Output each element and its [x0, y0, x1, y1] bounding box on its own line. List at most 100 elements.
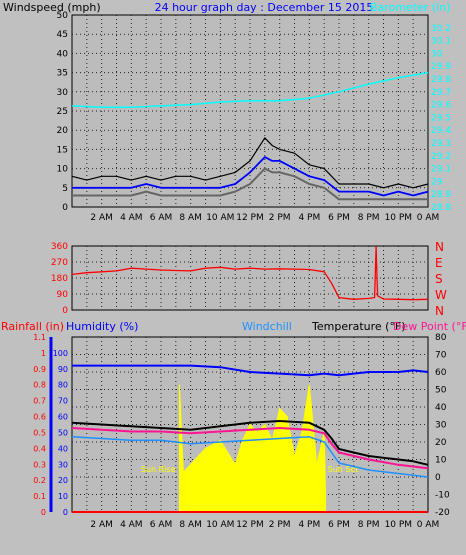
windchill-series	[71, 436, 429, 478]
humidity-tick-label: 10	[58, 492, 68, 501]
temperature-tick-label: 40	[435, 403, 447, 413]
barometer-tick-label: 29.3	[431, 139, 451, 149]
humidity-tick-label: 60	[58, 413, 68, 422]
windspeed-tick-label: 45	[57, 30, 68, 40]
barometer-series	[71, 71, 429, 108]
barometer-tick-label: 29.5	[431, 113, 451, 123]
time-tick-label: 0 AM	[417, 213, 440, 223]
barometer-tick-label: 29.1	[431, 165, 451, 175]
rainfall-axis-label: Rainfall (in)	[1, 320, 64, 333]
time-tick-label: 2 PM	[269, 520, 291, 530]
time-tick-label: 10 PM	[385, 213, 413, 223]
barometer-tick-label: 29.4	[431, 126, 451, 136]
rainfall-tick-label: 0.4	[33, 444, 46, 453]
direction-tick-label: 180	[51, 274, 68, 284]
windspeed-tick-label: 30	[57, 88, 69, 98]
time-tick-label: 8 PM	[358, 213, 380, 223]
windspeed-tick-label: 0	[62, 203, 68, 213]
humidity-tick-label: 40	[58, 444, 68, 453]
sunset-label: Sun Set	[328, 465, 359, 474]
humidity-tick-label: 90	[58, 365, 68, 374]
rainfall-tick-label: 0.6	[33, 413, 46, 422]
time-tick-label: 6 AM	[150, 520, 173, 530]
wind-barometer-panel: 0 5 10 15 20 25 30 35 40 45 50 28.8 28.9 29 29.1 29.2 29…	[57, 11, 452, 223]
dewpoint-series	[71, 427, 429, 470]
temperature-tick-label: 70	[435, 351, 447, 361]
direction-tick-label: 360	[51, 242, 68, 252]
humidity-tick-label: 50	[58, 428, 68, 437]
rainfall-tick-label: 0.7	[33, 397, 46, 406]
rainfall-tick-label: 1.1	[33, 333, 46, 342]
windspeed-tick-label: 25	[57, 107, 68, 117]
wind-average-series	[72, 167, 428, 201]
compass-label: N	[435, 304, 444, 318]
windspeed-tick-label: 10	[57, 165, 69, 175]
barometer-tick-label: 30.2	[431, 24, 451, 34]
wind-speed-series	[72, 156, 429, 197]
temperature-humidity-panel: 0 0.1 0.2 0.3 0.4 0.5 0.6 0.7 0.8 0.9 1 1.1 0 10 20 30 4…	[33, 333, 450, 530]
chart-title: 24 hour graph day : December 15 2015	[155, 1, 374, 14]
windspeed-tick-label: 20	[57, 126, 69, 136]
compass-label: W	[435, 288, 447, 302]
windspeed-tick-label: 5	[62, 184, 68, 194]
temperature-series	[71, 420, 429, 466]
rainfall-tick-label: 0	[41, 508, 46, 517]
time-tick-label: 10 AM	[206, 213, 234, 223]
dewpoint-label: Dew Point (°F)	[393, 320, 466, 333]
windspeed-tick-label: 35	[57, 69, 68, 79]
direction-tick-label: 90	[57, 290, 69, 300]
time-tick-label: 2 PM	[269, 213, 291, 223]
rainfall-tick-label: 0.2	[33, 476, 46, 485]
temperature-tick-label: 80	[435, 333, 447, 343]
compass-label: S	[435, 272, 443, 286]
barometer-tick-label: 29.7	[431, 88, 451, 98]
barometer-tick-label: 29.8	[431, 75, 451, 85]
windspeed-axis-label: Windspeed (mph)	[3, 1, 101, 14]
rainfall-tick-label: 0.1	[33, 492, 46, 501]
barometer-tick-label: 30	[431, 49, 443, 59]
time-tick-label: 0 AM	[417, 520, 440, 530]
temperature-tick-label: 50	[435, 386, 447, 396]
time-tick-label: 8 AM	[179, 213, 202, 223]
temperature-tick-label: -20	[435, 508, 450, 518]
temperature-tick-label: 10	[435, 456, 447, 466]
time-tick-label: 6 AM	[150, 213, 173, 223]
rainfall-tick-label: 0.3	[33, 460, 46, 469]
time-tick-label: 6 PM	[328, 213, 350, 223]
temperature-tick-label: 60	[435, 368, 447, 378]
time-tick-label: 10 PM	[385, 520, 413, 530]
temperature-tick-label: 0	[435, 473, 441, 483]
time-tick-label: 12 PM	[236, 213, 264, 223]
time-tick-label: 12 PM	[236, 520, 264, 530]
temperature-tick-label: -10	[435, 491, 450, 501]
time-tick-label: 4 PM	[298, 213, 320, 223]
barometer-tick-label: 28.9	[431, 190, 451, 200]
time-tick-label: 2 AM	[90, 213, 113, 223]
rainfall-tick-label: 0.5	[33, 428, 46, 437]
humidity-axis-label: Humidity (%)	[66, 320, 138, 333]
humidity-tick-label: 70	[58, 397, 68, 406]
barometer-tick-label: 28.8	[431, 203, 451, 213]
humidity-series	[72, 364, 429, 377]
temperature-tick-label: 20	[435, 438, 447, 448]
time-tick-label: 4 AM	[120, 520, 143, 530]
barometer-tick-label: 29	[431, 177, 443, 187]
rainfall-tick-label: 0.9	[33, 365, 46, 374]
time-tick-label: 4 PM	[298, 520, 320, 530]
time-tick-label: 8 PM	[358, 520, 380, 530]
windchill-label: Windchill	[242, 320, 292, 333]
windspeed-tick-label: 40	[57, 49, 69, 59]
humidity-tick-label: 20	[58, 476, 68, 485]
barometer-tick-label: 29.9	[431, 62, 451, 72]
direction-tick-label: 0	[62, 306, 68, 316]
temperature-label: Temperature (°F)	[311, 320, 406, 333]
windspeed-tick-label: 50	[57, 11, 69, 21]
time-tick-label: 4 AM	[120, 213, 143, 223]
time-tick-label: 6 PM	[328, 520, 350, 530]
wind-direction-series	[71, 246, 429, 301]
barometer-axis-label: Barometer (in)	[370, 1, 451, 14]
wind-gust-series	[71, 137, 429, 189]
humidity-tick-label: 100	[53, 349, 68, 358]
time-tick-label: 8 AM	[179, 520, 202, 530]
